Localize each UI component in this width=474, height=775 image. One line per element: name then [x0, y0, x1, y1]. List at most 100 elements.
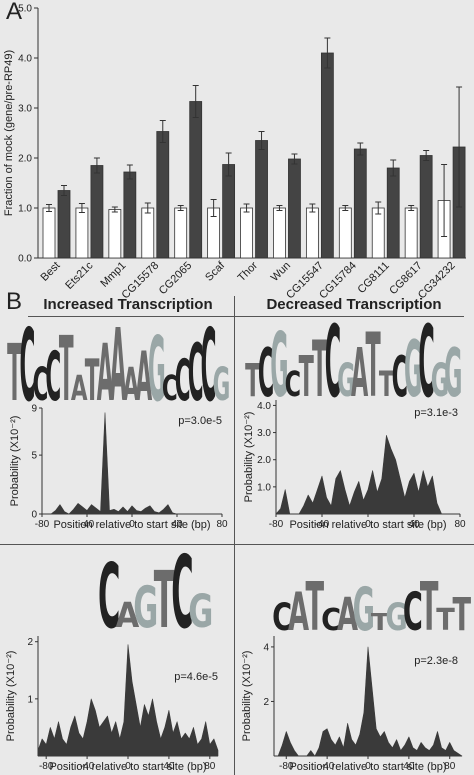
- profile4-x-tick-label: 40: [403, 761, 415, 772]
- motif-letter: C: [98, 544, 120, 648]
- profile1-x-tick-label: 0: [129, 519, 135, 530]
- bar: [75, 207, 89, 259]
- profile2-y-axis-label: Probability (X10⁻²): [243, 412, 255, 503]
- motif-letter: G: [148, 319, 166, 422]
- profile3-y-tick-label: 1: [27, 694, 33, 705]
- profile2-y-tick-label: 3.0: [257, 428, 271, 439]
- category-label: Best: [39, 260, 63, 284]
- bar: [189, 101, 203, 259]
- motif-letter: C: [285, 364, 301, 404]
- motif-letter: C: [325, 305, 341, 419]
- profile1-x-tick-label: -40: [80, 519, 95, 530]
- motif-letter: C: [403, 581, 423, 642]
- error-bar: [309, 203, 316, 213]
- column-divider: [234, 296, 235, 775]
- profile2-x-tick-label: -40: [315, 519, 330, 530]
- error-bar: [93, 157, 100, 174]
- bar-chart-y-tick-label: 4.0: [18, 54, 32, 65]
- motif-letter: G: [337, 355, 355, 407]
- error-bar: [243, 203, 250, 213]
- motif-letter: A: [136, 337, 153, 416]
- profile1-x-tick-label: 80: [216, 519, 228, 530]
- motif-letter: C: [258, 334, 274, 412]
- profile4-x-tick-label: 80: [444, 761, 456, 772]
- category-label: Scaf: [203, 259, 228, 284]
- profile4-area: [273, 646, 463, 757]
- profile1-x-tick-label: -80: [35, 519, 50, 530]
- motif-letter: C: [201, 309, 217, 425]
- bar-chart-y-tick-label: 3.0: [18, 104, 32, 115]
- error-bar: [159, 120, 166, 143]
- error-bar: [357, 142, 364, 156]
- motif-letter: C: [32, 359, 48, 411]
- motif-letter: G: [213, 359, 231, 411]
- profile2-y-tick-label: 4.0: [257, 401, 271, 412]
- motif-letter: A: [337, 588, 358, 641]
- profile3-area: [37, 644, 219, 757]
- bar: [57, 190, 71, 259]
- category-label: Wun: [269, 260, 293, 284]
- error-bar: [61, 185, 67, 196]
- motif-letter: C: [19, 309, 35, 425]
- bar: [305, 207, 319, 259]
- error-bar: [46, 204, 52, 212]
- motif-letter: C: [171, 535, 193, 651]
- profile1-y-tick-label: 5: [31, 451, 37, 462]
- bar: [353, 148, 367, 259]
- category-label: Mmp1: [98, 260, 128, 290]
- motif-letter: T: [85, 348, 100, 414]
- decreased-transcription-title: Decreased Transcription: [266, 296, 442, 313]
- profile1-p-value: p=3.0e-5: [178, 415, 222, 427]
- panel-b-letter: B: [6, 288, 23, 315]
- bar: [273, 207, 286, 259]
- profile1-y-tick-label: 0: [31, 510, 37, 521]
- profile2-x-tick-label: 80: [454, 519, 466, 530]
- motif-letter: G: [353, 575, 375, 644]
- profile1-area: [41, 412, 223, 515]
- error-bar: [375, 201, 382, 215]
- error-bar: [390, 159, 397, 177]
- error-bar: [111, 206, 118, 213]
- profile2-x-tick-label: 0: [365, 519, 371, 530]
- bar: [371, 207, 385, 259]
- profile3-y-tick-label: 2: [27, 637, 33, 648]
- bar: [123, 171, 137, 259]
- bar: [338, 207, 352, 259]
- error-bar: [291, 153, 298, 165]
- error-bar: [225, 152, 232, 177]
- bar: [419, 155, 433, 259]
- motif-letter: C: [272, 594, 292, 639]
- motif-letter: T: [312, 325, 327, 415]
- bar: [156, 131, 170, 259]
- profile1-x-tick-label: 40: [171, 519, 183, 530]
- bar-chart-y-axis-label: Fraction of mock (gene/pre-RP49): [3, 50, 15, 216]
- profile2-y-tick-label: 1.0: [257, 482, 271, 493]
- bar: [42, 207, 56, 259]
- profile4-y-tick-label: 2: [263, 697, 269, 708]
- profile1-y-axis-label: Probability (X10⁻²): [9, 416, 21, 507]
- profile3-x-tick-label: 80: [204, 761, 216, 772]
- motif-letter: G: [188, 586, 213, 639]
- category-label: CG2065: [157, 260, 194, 297]
- panel-a-letter: A: [6, 0, 23, 25]
- bar-chart-y-tick-label: 0.0: [18, 254, 32, 265]
- error-bar: [78, 203, 85, 213]
- motif-letter: T: [453, 588, 472, 641]
- motif-letter: A: [110, 309, 127, 425]
- motif-letter: C: [162, 367, 178, 408]
- profile4-y-axis-label: Probability (X10⁻²): [241, 651, 253, 742]
- bar: [108, 209, 122, 259]
- motif-letter: A: [288, 581, 310, 642]
- motif-letter: A: [116, 595, 140, 635]
- motif-letter: A: [123, 359, 140, 411]
- motif-letter: A: [71, 367, 88, 408]
- error-bar: [144, 202, 151, 214]
- profile2-x-tick-label: 40: [408, 519, 420, 530]
- motif-letter: G: [404, 325, 422, 415]
- error-bar: [441, 164, 448, 237]
- motif-letter: C: [392, 345, 408, 411]
- error-bar: [408, 205, 415, 211]
- motif-letter: A: [351, 334, 369, 412]
- profile4-x-axis-label: Position relative to start site (bp): [289, 761, 446, 773]
